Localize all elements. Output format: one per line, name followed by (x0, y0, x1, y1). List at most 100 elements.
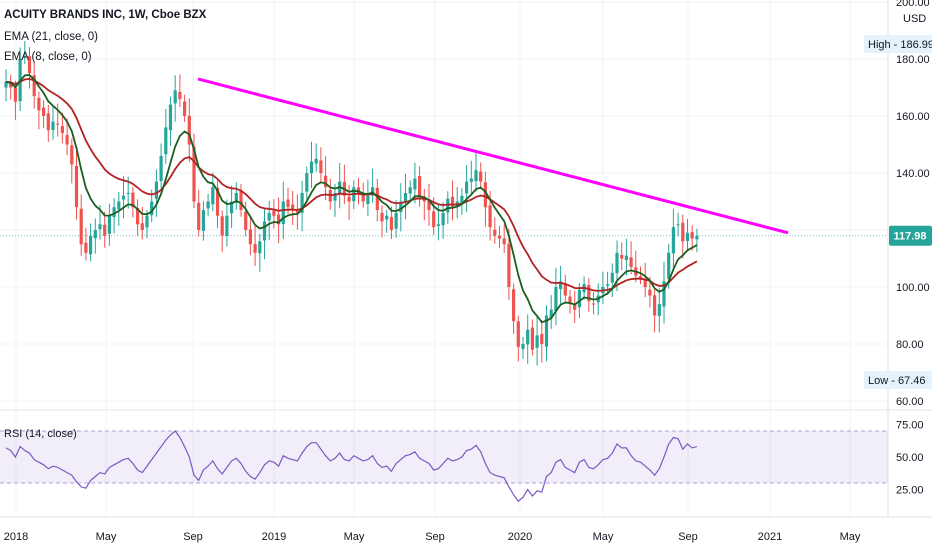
candle (89, 223, 93, 262)
candle-body (685, 232, 690, 241)
candle (178, 74, 182, 108)
candle-body (465, 181, 469, 194)
currency-label: USD (903, 13, 926, 25)
candle-body (89, 235, 93, 255)
candle-body (277, 214, 281, 225)
candle-body (262, 221, 267, 241)
candle (74, 147, 79, 220)
candle (93, 218, 97, 254)
candle (319, 147, 323, 184)
candle-body (51, 121, 55, 130)
rsi-legend[interactable]: RSI (14, close) (4, 428, 77, 440)
candle (23, 41, 27, 65)
candle (497, 225, 502, 248)
candle-body (591, 303, 596, 305)
candle-body (385, 215, 389, 220)
candle (479, 162, 483, 188)
candle (338, 162, 342, 209)
low-badge-bg (864, 371, 932, 389)
candle-body (178, 91, 182, 99)
candle (681, 214, 685, 259)
candle (521, 337, 525, 360)
candle (262, 208, 267, 260)
candle-body (629, 257, 633, 268)
candle-body (215, 187, 220, 216)
candle (615, 240, 619, 292)
candle-body (615, 252, 619, 274)
candle (131, 186, 135, 218)
ema8-legend[interactable]: EMA (8, close, 0) (4, 51, 92, 63)
candle-body (681, 222, 685, 242)
candle-body (248, 229, 252, 245)
candle-body (469, 178, 473, 182)
ema21-legend[interactable]: EMA (21, close, 0) (4, 31, 98, 43)
candle (248, 217, 252, 256)
time-tick-label: 2019 (262, 531, 286, 543)
candle (314, 143, 318, 172)
candle-body (479, 171, 483, 182)
candle (244, 201, 248, 237)
candle-body (690, 232, 694, 239)
candle (159, 143, 163, 189)
price-tick-label: 100.00 (896, 282, 930, 294)
time-tick-label: May (344, 531, 365, 543)
candle-body (418, 176, 422, 196)
candle-body (446, 198, 450, 213)
current-price-badge: 117.98 (889, 225, 932, 246)
candle-body (648, 289, 652, 296)
candle (427, 183, 431, 226)
candle-body (42, 107, 46, 116)
ema8-line (5, 74, 698, 324)
candle-body (98, 224, 102, 230)
candle (107, 203, 111, 246)
time-tick-label: Sep (678, 531, 698, 543)
candle-body (84, 242, 88, 253)
candle-body (577, 289, 581, 308)
candle-body (103, 224, 107, 236)
candle (587, 277, 591, 312)
candle (634, 250, 638, 283)
candle-body (375, 187, 379, 211)
candle (657, 288, 661, 333)
candle-body (441, 212, 445, 226)
candle (624, 238, 628, 276)
candle (84, 227, 88, 261)
candle (408, 180, 412, 203)
candle (277, 197, 281, 244)
candle (653, 289, 657, 333)
candle-body (620, 255, 624, 259)
candle-body (13, 87, 17, 102)
candle (554, 267, 558, 326)
candle-body (173, 90, 177, 104)
low-badge-text: Low - 67.46 (868, 375, 925, 387)
price-tick-label: 80.00 (896, 339, 924, 351)
candle (79, 194, 83, 256)
candle (225, 199, 229, 247)
candle-body (70, 145, 74, 165)
current-price-text: 117.98 (893, 231, 926, 243)
candle (544, 305, 549, 362)
candle-body (347, 196, 351, 202)
candle (215, 180, 220, 229)
candle-body (587, 285, 591, 302)
candle-body (253, 244, 257, 253)
candle (662, 261, 666, 324)
candle-body (507, 243, 511, 287)
candle (403, 173, 408, 220)
candle-body (450, 196, 455, 208)
candle (366, 179, 370, 217)
candle-body (314, 158, 318, 164)
candle-body (638, 276, 643, 279)
candle-body (164, 127, 168, 155)
candle-body (516, 321, 520, 347)
rsi-band (0, 431, 888, 483)
candle-body (291, 204, 295, 211)
candle (267, 200, 271, 240)
candle (559, 265, 563, 305)
candle-body (220, 216, 224, 236)
candle-body (624, 255, 628, 261)
candle (32, 61, 36, 109)
high-badge: High - 186.99 (864, 35, 932, 53)
candle (507, 228, 511, 300)
